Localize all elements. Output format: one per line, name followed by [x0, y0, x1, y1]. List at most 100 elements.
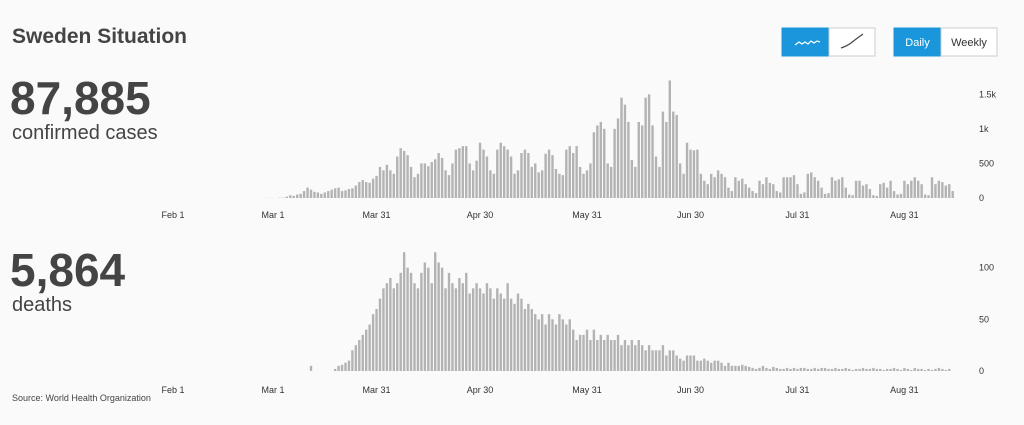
bar [658, 350, 660, 371]
bar [348, 189, 350, 198]
bar [755, 193, 757, 198]
bar [724, 366, 726, 371]
bar [707, 184, 709, 198]
bar [807, 369, 809, 371]
bar [696, 150, 698, 198]
bar [672, 350, 674, 371]
bar [634, 345, 636, 371]
bar [520, 153, 522, 198]
bar [589, 163, 591, 198]
bar [689, 356, 691, 372]
bar [299, 194, 301, 198]
x-tick-label: Jun 30 [677, 210, 704, 220]
bar [386, 283, 388, 371]
bar [855, 181, 857, 198]
bar [741, 179, 743, 198]
bar [620, 345, 622, 371]
bar [379, 299, 381, 371]
bar [786, 368, 788, 371]
bar [938, 368, 940, 371]
bar [358, 340, 360, 371]
bar [613, 129, 615, 198]
bar [820, 188, 822, 198]
bar [817, 369, 819, 371]
bar [624, 340, 626, 371]
bar [644, 98, 646, 198]
bar [851, 195, 853, 198]
bar [779, 192, 781, 198]
bar [845, 188, 847, 198]
bar [776, 191, 778, 198]
bar [362, 180, 364, 198]
bar [503, 146, 505, 198]
bar [382, 288, 384, 371]
bar [941, 369, 943, 371]
daily-label: Daily [905, 37, 930, 49]
bar [931, 177, 933, 198]
bar [758, 368, 760, 371]
bar [441, 268, 443, 371]
bar [527, 153, 529, 198]
bar [669, 80, 671, 198]
bar [648, 345, 650, 371]
bar [610, 340, 612, 371]
bar [413, 283, 415, 371]
bar [593, 132, 595, 198]
bar [396, 283, 398, 371]
bar [341, 191, 343, 198]
bar [389, 170, 391, 198]
bar [910, 181, 912, 198]
bar [734, 177, 736, 198]
x-tick-label: Feb 1 [161, 385, 184, 395]
bar [883, 183, 885, 198]
bar [496, 288, 498, 371]
bar [758, 181, 760, 198]
x-tick-label: May 31 [572, 210, 602, 220]
bar [838, 369, 840, 371]
bar [848, 195, 850, 198]
bar [486, 157, 488, 198]
bar [631, 160, 633, 198]
bar [337, 188, 339, 198]
bar [686, 143, 688, 198]
bar [769, 183, 771, 198]
bar [765, 368, 767, 371]
bar [534, 314, 536, 371]
bar [934, 184, 936, 198]
bar [945, 186, 947, 198]
bar [410, 167, 412, 198]
bar [455, 288, 457, 371]
bar [337, 366, 339, 371]
bar [814, 177, 816, 198]
bar [713, 361, 715, 371]
page-title: Sweden Situation [12, 25, 187, 48]
bar [896, 369, 898, 371]
bar [548, 150, 550, 198]
bar [627, 122, 629, 198]
bar [351, 188, 353, 198]
bar [427, 268, 429, 371]
bar [575, 340, 577, 371]
bar [624, 105, 626, 198]
bar [793, 175, 795, 198]
bar [717, 361, 719, 371]
bar [631, 340, 633, 371]
bar [493, 299, 495, 371]
bar [341, 365, 343, 371]
deaths-label: deaths [12, 294, 72, 316]
bar [531, 309, 533, 371]
bar [524, 309, 526, 371]
period-toggle: Daily Weekly [894, 28, 997, 56]
bar [403, 252, 405, 371]
bar [465, 273, 467, 371]
bar [458, 278, 460, 371]
bar [389, 278, 391, 371]
bar [486, 283, 488, 371]
bar [496, 150, 498, 198]
bar [334, 188, 336, 198]
bar [672, 112, 674, 198]
bar [703, 359, 705, 371]
bar [410, 273, 412, 371]
